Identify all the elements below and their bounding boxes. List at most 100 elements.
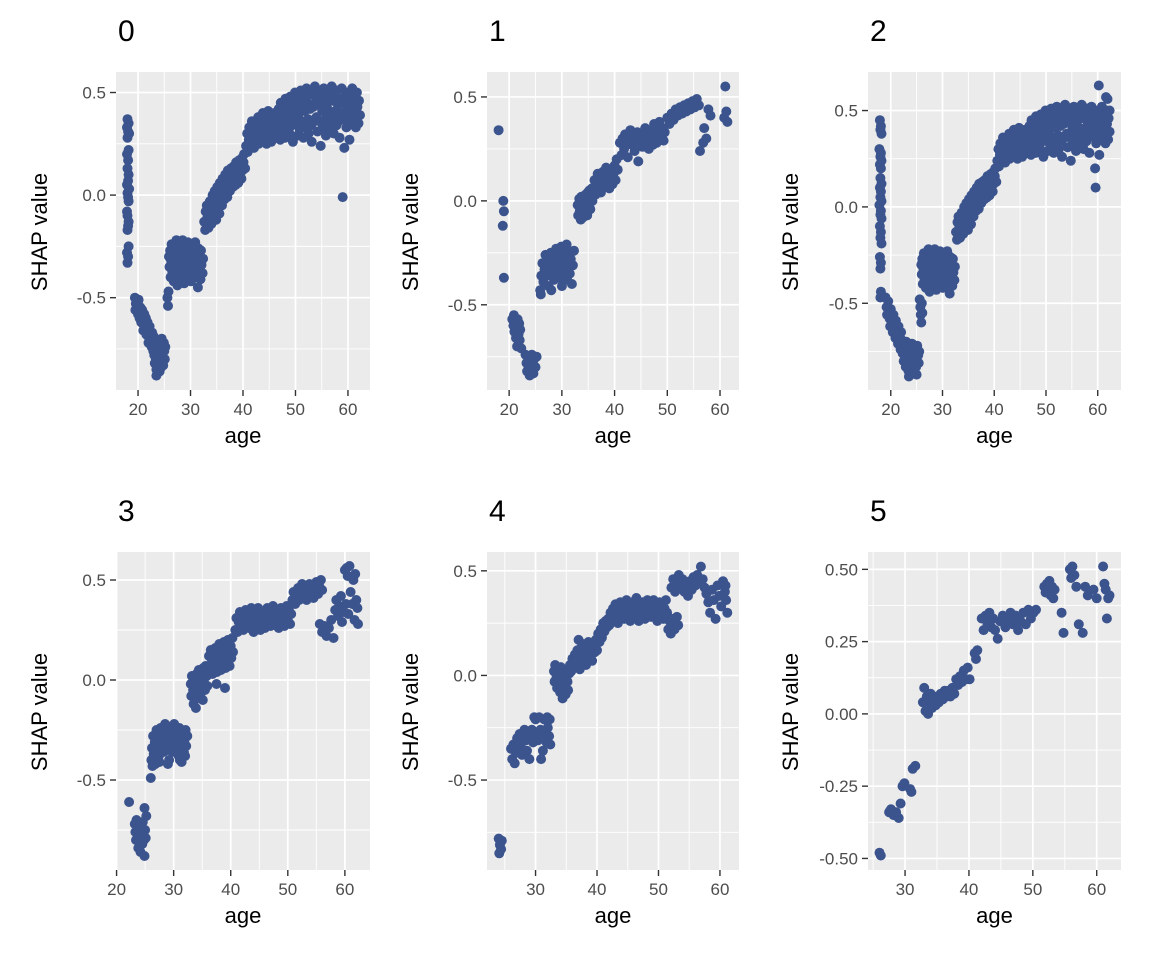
scatter-points <box>493 561 733 859</box>
scatter-svg: 20 30 40 50 60 0.5 0.0 -0.5 <box>77 72 370 419</box>
scatter-points <box>124 561 363 861</box>
scatter-svg: 20 30 40 50 60 0.5 0.0 -0.5 <box>448 72 739 419</box>
y-tick-label: -0.50 <box>819 849 858 868</box>
subplot-3: 3 SHAP value age 20 30 40 50 60 0.5 0.0 -0.5 <box>0 480 384 960</box>
x-tick-label: 50 <box>658 400 677 419</box>
x-tick-label: 40 <box>605 400 624 419</box>
subplot-1: 1 SHAP value age 20 30 40 50 60 0.5 0.0 -0.5 <box>384 0 768 480</box>
scatter-plot: 20 30 40 50 60 0.5 0.0 -0.5 <box>768 0 1152 480</box>
axis-tick-labels: 20 30 40 50 60 0.5 0.0 -0.5 <box>448 88 730 419</box>
x-tick-label: 30 <box>181 400 200 419</box>
x-tick-label: 60 <box>338 400 357 419</box>
x-tick-label: 60 <box>710 880 729 899</box>
x-tick-label: 40 <box>234 400 253 419</box>
subplot-0: 0 SHAP value age 20 30 40 50 60 0.5 0.0 -0.5 <box>0 0 384 480</box>
y-tick-label: -0.5 <box>829 294 858 313</box>
grid-major <box>116 72 370 390</box>
x-axis-title: age <box>224 903 262 928</box>
y-tick-label: 0.0 <box>834 198 858 217</box>
x-tick-label: 40 <box>959 880 978 899</box>
panel-background <box>487 72 739 390</box>
axis-tick-marks <box>862 109 1099 396</box>
y-tick-label: -0.25 <box>819 777 858 796</box>
x-tick-label: 30 <box>552 400 571 419</box>
x-tick-label: 50 <box>1023 880 1042 899</box>
axis-tick-labels: 20 30 40 50 60 0.5 0.0 -0.5 <box>77 571 355 899</box>
x-axis-title: age <box>976 903 1013 928</box>
x-tick-label: 20 <box>500 400 519 419</box>
plot-title: 2 <box>870 15 887 48</box>
subplot-4: 4 SHAP value age 30 40 50 60 0.5 0.0 -0.5 <box>384 480 768 960</box>
scatter-points <box>122 81 365 381</box>
x-tick-label: 20 <box>129 400 148 419</box>
axis-tick-marks <box>481 570 721 876</box>
axis-tick-labels: 30 40 50 60 0.50 0.25 0.00 -0.25 -0.50 <box>819 560 1106 899</box>
y-tick-label: 0.0 <box>82 671 106 690</box>
axis-tick-labels: 20 30 40 50 60 0.5 0.0 -0.5 <box>829 102 1107 419</box>
y-tick-label: 0.5 <box>82 84 106 103</box>
x-tick-label: 40 <box>985 400 1004 419</box>
panel-background <box>868 552 1121 870</box>
y-tick-label: 0.0 <box>453 192 477 211</box>
x-tick-label: 30 <box>526 880 545 899</box>
x-axis-title: age <box>594 903 632 928</box>
x-tick-label: 60 <box>711 400 730 419</box>
y-tick-label: -0.5 <box>448 771 477 790</box>
x-tick-label: 60 <box>335 880 354 899</box>
x-tick-label: 60 <box>1087 880 1106 899</box>
axis-tick-labels: 20 30 40 50 60 0.5 0.0 -0.5 <box>77 84 358 419</box>
panel-background <box>487 552 739 870</box>
y-tick-label: 0.25 <box>825 633 858 652</box>
scatter-plot: 20 30 40 50 60 0.5 0.0 -0.5 <box>0 0 384 480</box>
scatter-plot: 30 40 50 60 0.5 0.0 -0.5 <box>384 480 768 960</box>
plot-title: 4 <box>489 495 506 528</box>
axis-tick-marks <box>110 579 346 876</box>
plot-title: 1 <box>489 15 506 48</box>
x-tick-label: 30 <box>896 880 915 899</box>
plot-title: 0 <box>118 15 135 48</box>
axis-tick-marks <box>481 96 721 396</box>
y-tick-label: 0.0 <box>82 186 106 205</box>
grid-major <box>487 552 739 870</box>
x-tick-label: 20 <box>107 880 126 899</box>
x-tick-label: 60 <box>1088 400 1107 419</box>
scatter-points <box>874 80 1115 382</box>
scatter-svg: 30 40 50 60 0.50 0.25 0.00 -0.25 -0.50 <box>819 552 1121 899</box>
scatter-points <box>493 81 733 381</box>
y-tick-label: 0.5 <box>453 88 477 107</box>
plot-title: 3 <box>118 495 135 528</box>
x-axis-title: age <box>976 423 1013 448</box>
scatter-svg: 20 30 40 50 60 0.5 0.0 -0.5 <box>77 552 370 899</box>
x-axis-title: age <box>594 423 632 448</box>
x-tick-label: 50 <box>286 400 305 419</box>
y-tick-label: 0.5 <box>834 102 858 121</box>
x-tick-label: 40 <box>588 880 607 899</box>
scatter-plot: 20 30 40 50 60 0.5 0.0 -0.5 <box>0 480 384 960</box>
y-tick-label: -0.5 <box>77 771 106 790</box>
y-tick-label: 0.50 <box>825 560 858 579</box>
grid-major <box>868 72 1121 390</box>
subplot-2: 2 SHAP value age 20 30 40 50 60 0.5 0.0 -0.5 <box>768 0 1152 480</box>
scatter-plot: 30 40 50 60 0.50 0.25 0.00 -0.25 -0.50 <box>768 480 1152 960</box>
axis-tick-marks <box>110 91 349 396</box>
x-tick-label: 20 <box>881 400 900 419</box>
y-tick-label: -0.5 <box>77 289 106 308</box>
x-axis-title: age <box>224 423 262 448</box>
panel-background <box>116 552 370 870</box>
x-tick-label: 40 <box>221 880 240 899</box>
y-tick-label: -0.5 <box>448 296 477 315</box>
y-tick-label: 0.5 <box>82 571 106 590</box>
grid-minor <box>868 552 1121 870</box>
y-tick-label: 0.5 <box>453 562 477 581</box>
x-tick-label: 50 <box>649 880 668 899</box>
x-tick-label: 30 <box>164 880 183 899</box>
x-tick-label: 50 <box>1037 400 1056 419</box>
axis-tick-marks <box>862 568 1098 876</box>
plot-title: 5 <box>870 495 887 528</box>
axis-tick-labels: 30 40 50 60 0.5 0.0 -0.5 <box>448 562 730 899</box>
scatter-points <box>874 561 1115 861</box>
scatter-svg: 20 30 40 50 60 0.5 0.0 -0.5 <box>829 72 1121 419</box>
x-tick-label: 50 <box>278 880 297 899</box>
subplot-5: 5 SHAP value age 30 40 50 60 0.50 0.25 0.00 -0.… <box>768 480 1152 960</box>
